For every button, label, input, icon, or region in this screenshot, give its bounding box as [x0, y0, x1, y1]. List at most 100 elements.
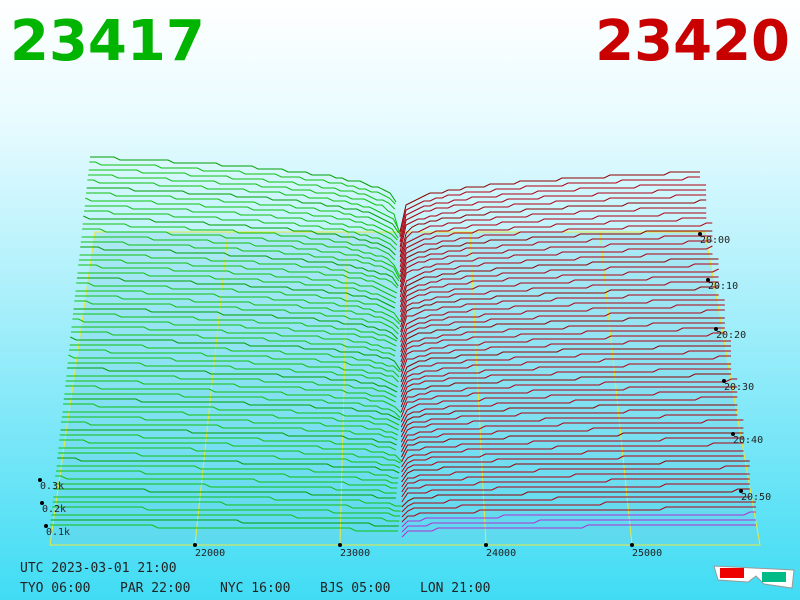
- time-label: 20:10: [708, 281, 738, 292]
- ask-depth-line: [400, 409, 738, 438]
- ask-depth-line: [401, 473, 750, 493]
- bid-depth-line: [86, 192, 399, 239]
- bid-depth-line: [61, 416, 399, 436]
- bid-depth-line: [76, 277, 396, 309]
- ask-depth-line: [400, 327, 725, 368]
- ask-depth-line: [400, 299, 725, 343]
- bid-depth-line: [65, 380, 396, 403]
- bid-depth-line: [63, 403, 400, 426]
- ask-depth-line: [400, 345, 731, 383]
- ask-depth-line: [399, 235, 713, 288]
- bid-depth-line: [71, 331, 396, 357]
- tick-dot: [698, 232, 702, 236]
- ask-depth-line: [401, 442, 744, 468]
- bid-depth-line: [89, 161, 396, 205]
- bid-depth-line: [57, 452, 401, 469]
- ask-depth-line: [400, 332, 725, 373]
- floor-grid-line: [599, 231, 633, 546]
- ask-depth-line: [400, 419, 744, 448]
- ask-depth-line: [400, 378, 738, 413]
- bid-depth-line: [68, 354, 399, 383]
- city-clock: LON 21:00: [420, 581, 490, 596]
- ask-depth-line: [400, 414, 738, 443]
- city-clock: PAR 22:00: [120, 581, 190, 596]
- time-label: 20:50: [741, 492, 771, 503]
- ask-depth-line: [401, 519, 756, 533]
- ask-depth-line: [399, 230, 713, 283]
- bid-depth-line: [61, 421, 398, 441]
- ask-depth-line: [399, 194, 707, 253]
- ask-depth-line: [399, 240, 713, 293]
- bid-depth-line: [67, 367, 398, 393]
- ask-depth-line: [401, 524, 756, 538]
- bid-depth-line: [74, 295, 400, 330]
- ask-depth-line: [400, 386, 738, 418]
- tick-dot: [731, 432, 735, 436]
- bid-depth-line: [54, 483, 397, 494]
- utc-time: UTC 2023-03-01 21:00: [20, 561, 177, 576]
- bid-depth-line: [64, 393, 401, 419]
- bid-depth-line: [62, 411, 399, 431]
- ask-depth-line: [399, 176, 700, 238]
- bid-depth-line: [71, 326, 396, 352]
- bid-depth-line: [88, 174, 401, 236]
- ask-depth-line: [399, 212, 707, 268]
- bid-depth-line: [53, 488, 396, 499]
- tick-dot: [722, 379, 726, 383]
- tick-dot: [38, 478, 42, 482]
- ask-depth-line: [401, 437, 744, 463]
- ask-depth-line: [399, 171, 700, 233]
- ask-depth-line: [399, 245, 713, 298]
- bid-depth-line: [85, 197, 398, 241]
- bid-depth-line: [78, 259, 398, 294]
- bid-depth-line: [56, 465, 399, 479]
- cyan-lens: [762, 572, 786, 582]
- ask-depth-line: [401, 478, 750, 498]
- ask-depth-line: [400, 404, 738, 433]
- ask-depth-line: [401, 488, 750, 508]
- price-label: 22000: [195, 548, 225, 559]
- bid-depth-line: [87, 179, 400, 232]
- ask-depth-line: [400, 268, 719, 318]
- price-label: 24000: [486, 548, 516, 559]
- ask-depth-line: [400, 368, 732, 403]
- bid-depth-line: [72, 318, 397, 347]
- bid-depth-line: [60, 429, 397, 446]
- ask-depth-line: [400, 391, 738, 423]
- bid-depth-line: [57, 457, 400, 474]
- ask-depth-line: [400, 355, 731, 393]
- bid-depth-line: [55, 475, 398, 489]
- bid-depth-line: [52, 506, 400, 517]
- tick-dot: [630, 543, 634, 547]
- time-label: 20:30: [724, 382, 754, 393]
- bid-depth-line: [73, 313, 398, 342]
- ask-depth-line: [401, 506, 756, 523]
- bid-depth-line: [63, 398, 401, 421]
- bid-depth-line: [74, 300, 399, 335]
- ask-depth-line: [401, 432, 744, 458]
- ask-depth-line: [401, 496, 750, 513]
- time-label: 20:00: [700, 235, 730, 246]
- bid-depth-line: [55, 470, 398, 484]
- bid-depth-line: [69, 349, 400, 378]
- bid-depth-line: [79, 254, 398, 289]
- ask-depth-line: [400, 309, 725, 353]
- tick-dot: [44, 524, 48, 528]
- ask-depth-line: [400, 276, 719, 323]
- red-lens: [720, 568, 744, 578]
- bid-depth-line: [84, 205, 398, 246]
- ask-depth-line: [401, 483, 750, 503]
- ask-depth-line: [399, 199, 707, 258]
- bid-depth-line: [80, 246, 399, 287]
- ask-depth-line: [400, 281, 719, 328]
- city-clock: TYO 06:00: [20, 581, 90, 596]
- ask-depth-line: [401, 460, 750, 483]
- bid-depth-line: [75, 290, 400, 325]
- time-label: 20:20: [716, 330, 746, 341]
- axis-labels: 22000 23000 24000 25000 0.3k 0.2k 0.1k 20:00 20:…: [38, 232, 771, 559]
- bid-depth-line: [84, 210, 397, 251]
- price-label: 23000: [340, 548, 370, 559]
- bid-depth-line: [90, 156, 397, 203]
- ask-depth-line: [400, 286, 719, 333]
